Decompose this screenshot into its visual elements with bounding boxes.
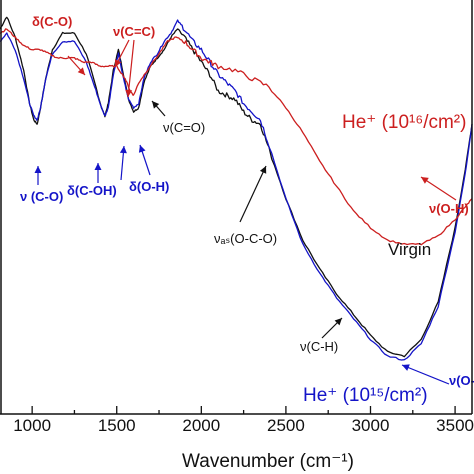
legend-label-virgin: Virgin [388, 240, 431, 259]
x-tick-label: 1500 [98, 416, 136, 435]
legend-label-he-1e15: He⁺ (10¹⁵/cm²) [303, 385, 428, 406]
x-tick-label: 3500 [436, 416, 474, 435]
annotation-arrow-line [127, 39, 135, 98]
annotation-nu-c-o-carbonyl: ν(C=O) [163, 120, 205, 135]
annotation-arrow-head [152, 101, 160, 109]
annotation-arrow-head [115, 59, 122, 67]
annotation-arrow-line [239, 165, 267, 223]
annotation-arrow-line [401, 364, 450, 385]
annotation-arrow-head [421, 177, 429, 184]
axes: 1000 1500 2000 2500 3000 3500 [0, 0, 474, 435]
annotation-arrow-head [334, 318, 342, 326]
annotation-delta-c-oh: δ(C-OH) [67, 183, 117, 198]
annotation-delta-c-o: δ(C-O) [32, 14, 72, 29]
annotation-arrow-head [94, 163, 102, 170]
annotation-texts: δ(C-O) ν(C=C) ν (C-O) δ(C-OH) δ(O-H) ν(C=O) νₐ… [20, 14, 474, 406]
annotation-nu-as-o-c-o: νₐₛ(O-C-O) [214, 231, 277, 246]
annotation-arrow-head [259, 166, 267, 174]
x-tick-label: 1000 [13, 416, 51, 435]
annotation-arrow-head [402, 364, 410, 371]
x-tick-label: 2500 [267, 416, 305, 435]
annotation-delta-o-h: δ(O-H) [129, 179, 169, 194]
annotation-nu-c-o: ν (C-O) [20, 189, 63, 204]
x-tick-label: 2000 [182, 416, 220, 435]
annotation-nu-c-c: ν(C=C) [113, 24, 155, 39]
plot-lines [0, 16, 473, 361]
annotation-nu-o-blue: ν(O- [449, 373, 474, 388]
annotation-arrow-head [125, 89, 133, 97]
annotation-nu-o-h-red: ν(O-H) [429, 201, 469, 216]
series-line-2 [0, 28, 473, 246]
annotation-arrow-head [138, 145, 146, 153]
annotation-arrow-head [34, 166, 42, 173]
legend-label-he-1e16: He⁺ (10¹⁶/cm²) [342, 112, 466, 133]
annotation-nu-c-h: ν(C-H) [300, 339, 338, 354]
x-axis-label: Wavenumber (cm⁻¹) [182, 451, 354, 472]
series-line-1 [0, 19, 473, 361]
annotation-arrows [34, 39, 457, 385]
x-tick-label: 3000 [352, 416, 390, 435]
annotation-arrow-head [119, 146, 127, 154]
annotation-arrow-head [77, 67, 85, 75]
